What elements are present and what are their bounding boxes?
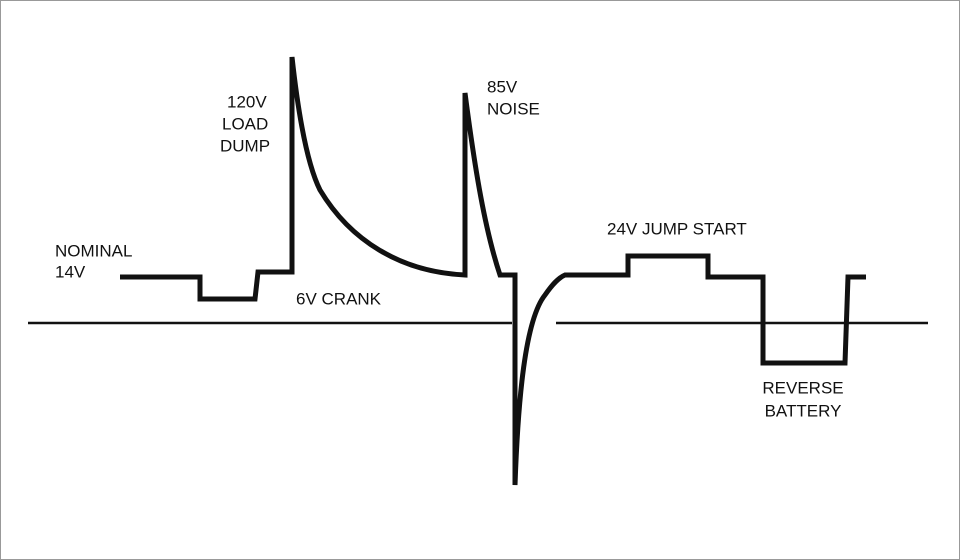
label: 6V CRANK xyxy=(296,289,382,308)
label: 120V xyxy=(227,92,267,111)
label: REVERSE xyxy=(762,378,843,397)
label: BATTERY xyxy=(765,401,842,420)
label: LOAD xyxy=(222,114,268,133)
label: 14V xyxy=(55,262,86,281)
label: 24V JUMP START xyxy=(607,219,747,238)
label: NOMINAL xyxy=(55,241,132,260)
label: 85V xyxy=(487,77,518,96)
waveform xyxy=(120,56,866,486)
label: DUMP xyxy=(220,136,270,155)
label: NOISE xyxy=(487,99,540,118)
